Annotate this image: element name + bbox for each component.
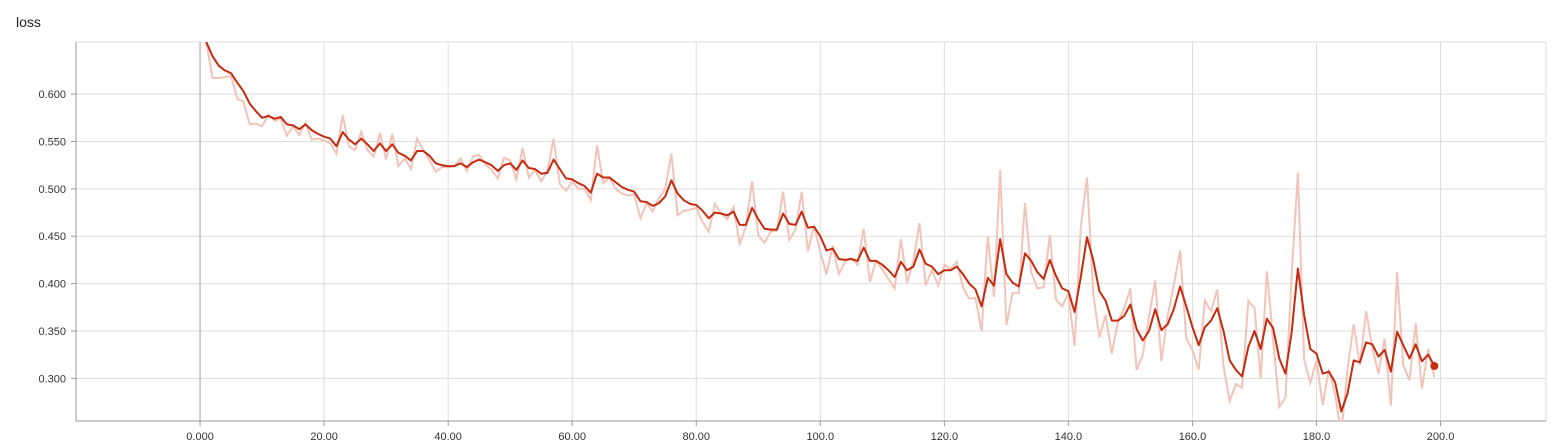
x-tick-label: 100.0 [807,431,835,443]
y-tick-label: 0.600 [38,89,66,101]
last-point-marker [1430,362,1439,371]
smoothed-series [205,42,1439,413]
raw-series [205,42,1436,421]
y-tick-label: 0.400 [38,279,66,291]
x-tick-label: 160.0 [1179,431,1207,443]
x-tick-label: 120.0 [931,431,959,443]
x-tick-label: 200.0 [1427,431,1455,443]
x-tick-label: 20.00 [310,431,338,443]
axes [75,41,1547,422]
x-tick-label: 60.00 [558,431,586,443]
x-tick-label: 40.00 [434,431,462,443]
y-tick-label: 0.350 [38,326,66,338]
y-tick-label: 0.450 [38,231,66,243]
grid [76,42,1546,421]
x-tick-label: 140.0 [1055,431,1083,443]
chart-title: loss [16,14,41,30]
y-tick-label: 0.550 [38,136,66,148]
x-tick-label: 80.00 [682,431,710,443]
smoothed-series-line [205,42,1436,413]
x-axis-ticks: 0.000 20.00 40.00 60.00 80.00 100.0 120.0 140.0… [186,421,1454,443]
y-axis-ticks: 0.300 0.350 0.400 0.450 0.500 0.550 0.600 [38,89,76,385]
y-tick-label: 0.300 [38,373,66,385]
x-tick-label: 180.0 [1303,431,1331,443]
raw-series-line [205,42,1436,421]
y-tick-label: 0.500 [38,184,66,196]
x-tick-label: 0.000 [186,431,214,443]
